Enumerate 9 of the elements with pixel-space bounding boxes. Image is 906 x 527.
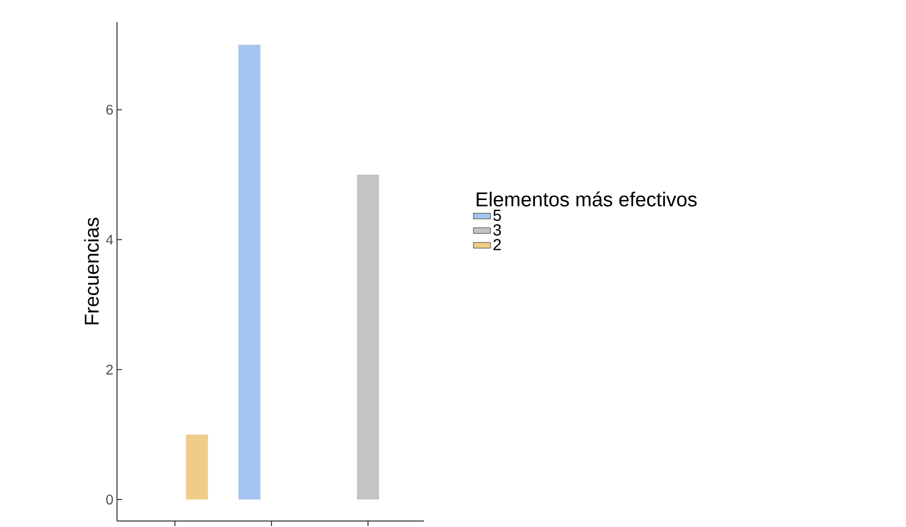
y-tick-label: 4 (106, 234, 114, 244)
y-tick-label: 0 (106, 494, 113, 505)
y-tick-label: 2 (106, 364, 113, 374)
legend-label: 2 (494, 238, 501, 250)
y-tick-label: 6 (106, 104, 113, 115)
y-axis-title: Frecuencias (84, 218, 99, 324)
legend-label: 5 (493, 210, 501, 221)
legend-title: Elementos más efectivos (476, 192, 697, 206)
legend-label: 3 (493, 224, 501, 236)
